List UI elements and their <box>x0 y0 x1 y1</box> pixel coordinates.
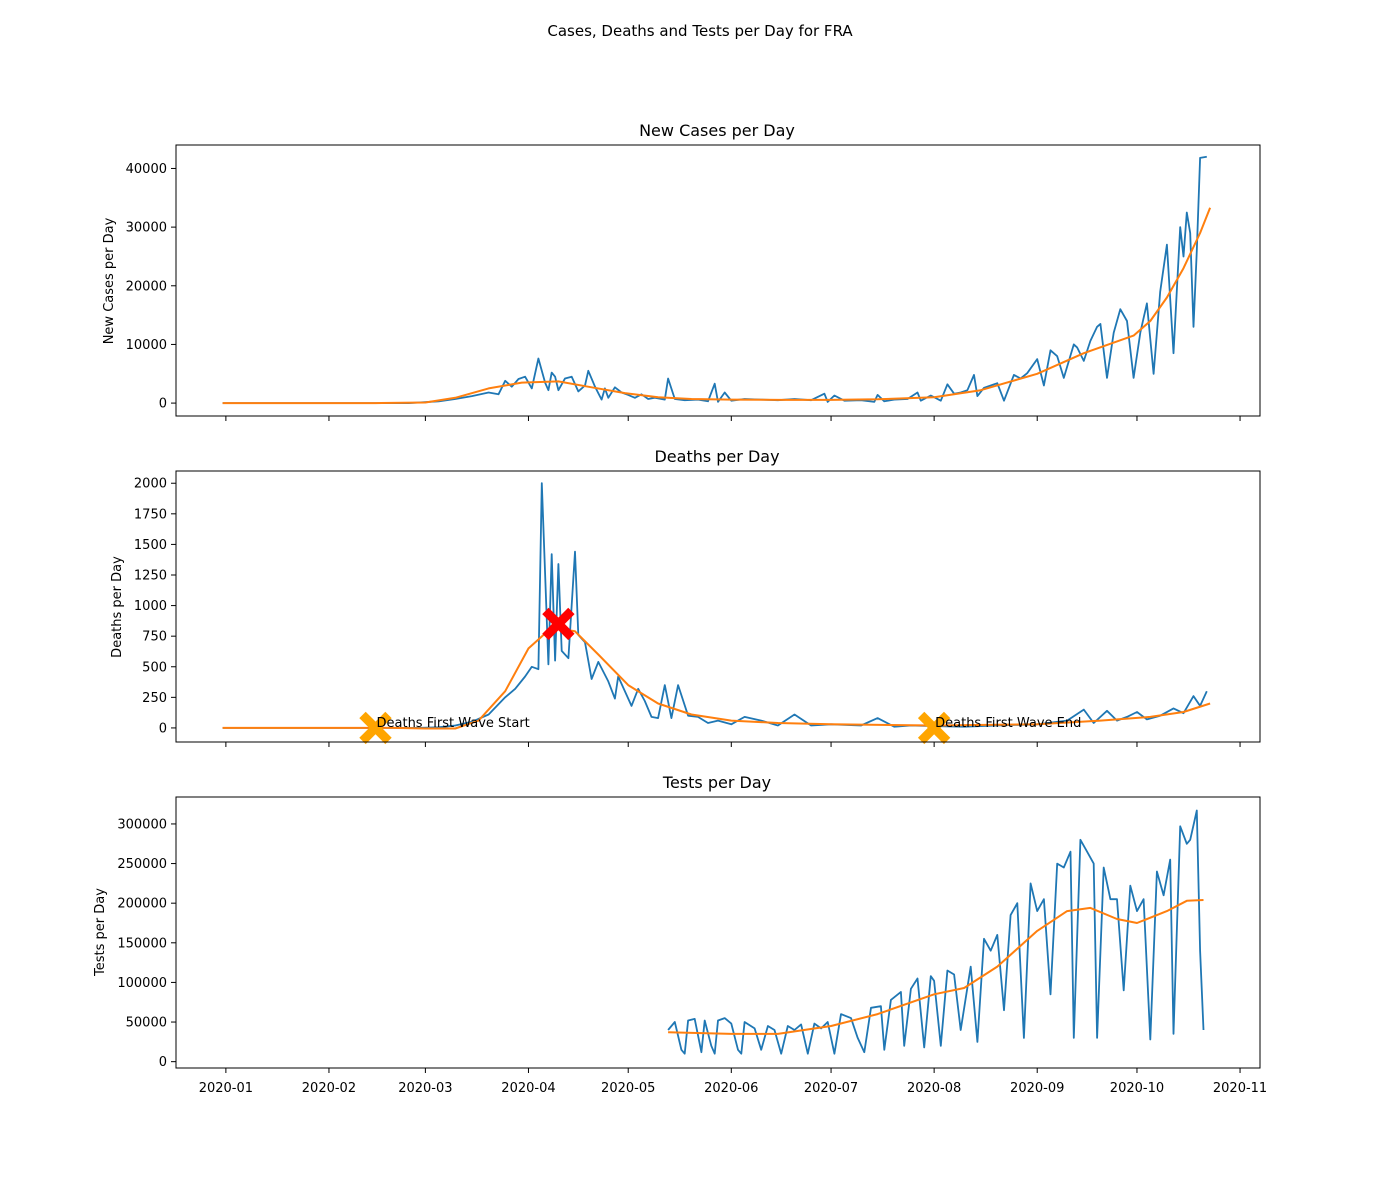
smoothed-series-line <box>222 207 1212 405</box>
raw-series-line <box>667 809 1205 1055</box>
plot-frame <box>175 470 1261 743</box>
y-tick-label: 150000 <box>117 936 167 951</box>
x-tick-label: 2020-11 <box>1213 1081 1267 1096</box>
x-tick-label: 2020-07 <box>804 1081 858 1096</box>
y-tick-label: 1000 <box>134 599 167 614</box>
x-tick-label: 2020-02 <box>302 1081 356 1096</box>
y-tick-label: 1500 <box>134 538 167 553</box>
y-tick-label: 250000 <box>117 857 167 872</box>
x-tick-label: 2020-09 <box>1010 1081 1064 1096</box>
y-tick-label: 1750 <box>134 507 167 522</box>
x-tick-label: 2020-06 <box>704 1081 758 1096</box>
panel-title: New Cases per Day <box>639 121 795 140</box>
y-tick-label: 0 <box>159 397 167 412</box>
x-tick-label: 2020-08 <box>907 1081 961 1096</box>
x-tick-label: 2020-05 <box>601 1081 655 1096</box>
y-tick-label: 750 <box>142 630 167 645</box>
y-tick-label: 20000 <box>126 279 167 294</box>
y-tick-label: 0 <box>159 1055 167 1070</box>
deaths-peak-marker <box>542 607 575 641</box>
x-tick-label: 2020-01 <box>199 1081 253 1096</box>
plot-frame <box>175 144 1261 417</box>
y-axis-label: New Cases per Day <box>102 217 117 344</box>
x-tick-label: 2020-10 <box>1110 1081 1164 1096</box>
figure-title: Cases, Deaths and Tests per Day for FRA <box>547 22 853 40</box>
x-tick-label: 2020-04 <box>501 1081 555 1096</box>
annotation-label: Deaths First Wave End <box>935 716 1081 731</box>
panel-title: Tests per Day <box>662 773 771 792</box>
y-tick-label: 1250 <box>134 568 167 583</box>
smoothed-series-line <box>222 626 1211 730</box>
y-tick-label: 100000 <box>117 976 167 991</box>
panel-tests: Tests per Day Tests per Day 0 50000 100000… <box>93 773 1267 1096</box>
y-tick-label: 250 <box>142 691 167 706</box>
y-axis-label: Deaths per Day <box>110 556 125 658</box>
smoothed-series-line <box>668 899 1204 1035</box>
wave-boundary-marker <box>359 711 392 745</box>
y-tick-label: 10000 <box>126 338 167 353</box>
y-tick-label: 2000 <box>134 477 167 492</box>
y-tick-label: 30000 <box>126 221 167 236</box>
y-tick-label: 0 <box>159 721 167 736</box>
plot-frame <box>175 796 1261 1069</box>
panel-deaths: Deaths per Day Deaths per Day Deaths Fir… <box>110 447 1261 747</box>
x-tick-label: 2020-03 <box>398 1081 452 1096</box>
y-tick-label: 200000 <box>117 897 167 912</box>
panel-title: Deaths per Day <box>654 447 779 466</box>
y-axis-label: Tests per Day <box>93 888 108 977</box>
y-tick-label: 500 <box>142 660 167 675</box>
wave-boundary-marker <box>917 711 951 745</box>
annotation-label: Deaths First Wave Start <box>377 716 530 731</box>
y-tick-label: 300000 <box>117 817 167 832</box>
panel-new-cases: New Cases per Day New Cases per Day 0 100… <box>102 121 1261 421</box>
y-tick-label: 40000 <box>126 162 167 177</box>
y-tick-label: 50000 <box>126 1016 167 1031</box>
